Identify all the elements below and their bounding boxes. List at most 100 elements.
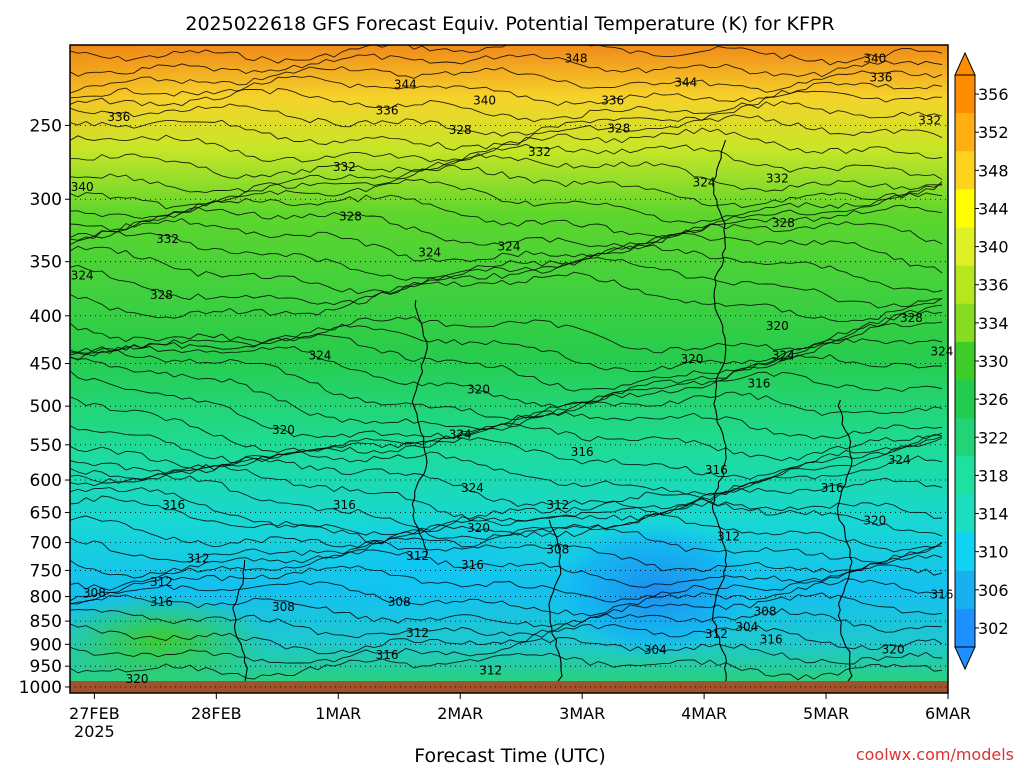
contour-line	[70, 153, 943, 194]
contour-label: 324	[71, 268, 94, 282]
contour-label-text: 328	[449, 123, 472, 137]
colorbar-label: 356	[978, 85, 1009, 104]
contour-label-text: 320	[467, 383, 490, 397]
contour-line	[70, 178, 943, 224]
contour-line	[70, 218, 943, 263]
y-tick-label: 600	[30, 471, 62, 491]
contour-line	[70, 432, 943, 496]
contour-label: 344	[394, 78, 417, 92]
contour-label: 328	[900, 311, 923, 325]
contour-line	[70, 75, 943, 106]
y-tick-label: 800	[30, 588, 62, 608]
contour-label: 316	[150, 595, 173, 609]
colorbar-segment	[955, 265, 975, 305]
contour-label-text: 336	[869, 70, 892, 84]
contour-line	[70, 370, 943, 439]
x-tick-label: 5MAR	[803, 704, 849, 723]
contour-line	[70, 127, 943, 163]
contour-label-text: 324	[309, 348, 332, 362]
plot-area	[70, 45, 948, 693]
contour-label-text: 328	[150, 288, 173, 302]
contour-label-text: 312	[187, 551, 210, 565]
contour-label: 308	[546, 542, 569, 556]
contour-label-text: 316	[930, 588, 953, 602]
contour-label: 324	[498, 239, 521, 253]
colorbar-segment	[955, 608, 975, 648]
colorbar-label: 340	[978, 238, 1009, 257]
contour-label: 316	[162, 498, 185, 512]
contour-line	[70, 304, 943, 354]
colorbar-segment	[955, 189, 975, 229]
contour-label: 336	[869, 70, 892, 84]
y-tick-label: 550	[30, 436, 62, 456]
contour-label: 312	[406, 626, 429, 640]
x-tick-label: 1MAR	[315, 704, 361, 723]
contour-lines	[70, 45, 943, 689]
contour-label: 308	[272, 600, 295, 614]
contour-label-text: 324	[498, 239, 521, 253]
contour-label-text: 324	[71, 268, 94, 282]
contour-label: 328	[607, 122, 630, 136]
x-tick-label: 28FEB	[191, 704, 242, 723]
contour-label-text: 312	[150, 575, 173, 589]
contour-label: 332	[918, 114, 941, 128]
contour-label: 320	[467, 521, 490, 535]
contour-label-text: 324	[772, 348, 795, 362]
colorbar-label: 348	[978, 161, 1009, 180]
colorbar-segment	[955, 532, 975, 572]
contour-line	[70, 564, 943, 603]
contour-line	[70, 321, 943, 392]
contour-label: 340	[71, 180, 94, 194]
contour-label: 316	[376, 648, 399, 662]
contour-label: 312	[705, 627, 728, 641]
contour-label-text: 332	[333, 160, 356, 174]
contour-label-text: 332	[918, 114, 941, 128]
contour-label: 324	[449, 427, 472, 441]
colorbar-segment	[955, 456, 975, 495]
colorbar-label: 352	[978, 123, 1009, 142]
contour-label-text: 316	[760, 632, 783, 646]
ground-bar	[70, 681, 948, 693]
x-axis: 27FEB 28FEB 1MAR 2MAR 3MAR 4MAR 5MAR 6MAR 2025	[69, 693, 971, 741]
colorbar-label: 306	[978, 581, 1009, 600]
contour-label: 324	[930, 345, 953, 359]
contour-label: 312	[150, 575, 173, 589]
plot-frame	[69, 44, 949, 694]
contour-label: 328	[150, 288, 173, 302]
x-tick-label: 4MAR	[681, 704, 727, 723]
contour-label: 316	[760, 632, 783, 646]
contour-line	[70, 114, 943, 151]
contour-label-text: 332	[766, 171, 789, 185]
colorbar-label: 334	[978, 314, 1009, 333]
contour-label: 316	[333, 498, 356, 512]
contour-label: 304	[644, 643, 667, 657]
contour-line	[70, 143, 943, 180]
colorbar-max-arrow	[954, 51, 976, 76]
contour-line	[70, 524, 943, 563]
x-tick-year: 2025	[74, 722, 115, 741]
contour-label-text: 320	[680, 352, 703, 366]
contour-label: 324	[418, 245, 441, 259]
contour-label: 324	[693, 176, 716, 190]
contour-label: 332	[333, 160, 356, 174]
contour-label-text: 316	[571, 445, 594, 459]
x-tick-label: 6MAR	[925, 704, 971, 723]
contour-front	[232, 559, 248, 687]
contour-label-text: 312	[705, 627, 728, 641]
contour-label-text: 320	[126, 672, 149, 686]
y-tick-label: 750	[30, 561, 62, 581]
contour-label: 320	[863, 513, 886, 527]
y-tick-label: 650	[30, 503, 62, 523]
contour-label-text: 336	[601, 93, 624, 107]
contour-label-text: 320	[863, 513, 886, 527]
contour-label-text: 332	[528, 145, 551, 159]
contour-label: 308	[83, 586, 106, 600]
y-tick-label: 700	[30, 533, 62, 553]
contour-label-text: 324	[693, 176, 716, 190]
colorbar-segment	[955, 418, 975, 457]
contour-label-text: 308	[83, 586, 106, 600]
contour-label-text: 316	[162, 498, 185, 512]
contour-line	[70, 537, 943, 579]
contour-label-text: 320	[882, 643, 905, 657]
contour-label-text: 324	[461, 481, 484, 495]
